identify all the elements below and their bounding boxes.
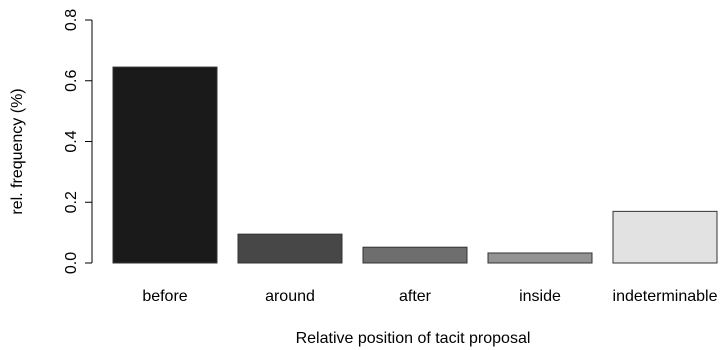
category-label-after: after xyxy=(399,288,432,305)
bar-after xyxy=(362,246,468,264)
bar-inside xyxy=(487,252,593,264)
y-tick-label: 0.0 xyxy=(63,252,80,274)
x-axis-title: Relative position of tacit proposal xyxy=(296,330,531,347)
y-tick-label: 0.8 xyxy=(63,9,80,31)
category-labels: before around after inside indeterminable xyxy=(142,288,717,305)
bars xyxy=(112,66,718,264)
y-ticks: 0.0 0.2 0.4 0.6 0.8 xyxy=(63,9,92,274)
category-label-before: before xyxy=(142,288,187,305)
category-label-around: around xyxy=(265,288,315,305)
y-tick-label: 0.4 xyxy=(63,130,80,152)
bar-around xyxy=(237,233,343,264)
bar-before xyxy=(112,66,218,264)
y-axis-title: rel. frequency (%) xyxy=(9,88,26,214)
y-tick-label: 0.2 xyxy=(63,191,80,213)
y-tick-label: 0.6 xyxy=(63,70,80,92)
bar-indeterminable xyxy=(612,210,718,264)
y-axis: 0.0 0.2 0.4 0.6 0.8 xyxy=(63,9,93,274)
category-label-inside: inside xyxy=(519,288,561,305)
category-label-indeterminable: indeterminable xyxy=(613,288,718,305)
